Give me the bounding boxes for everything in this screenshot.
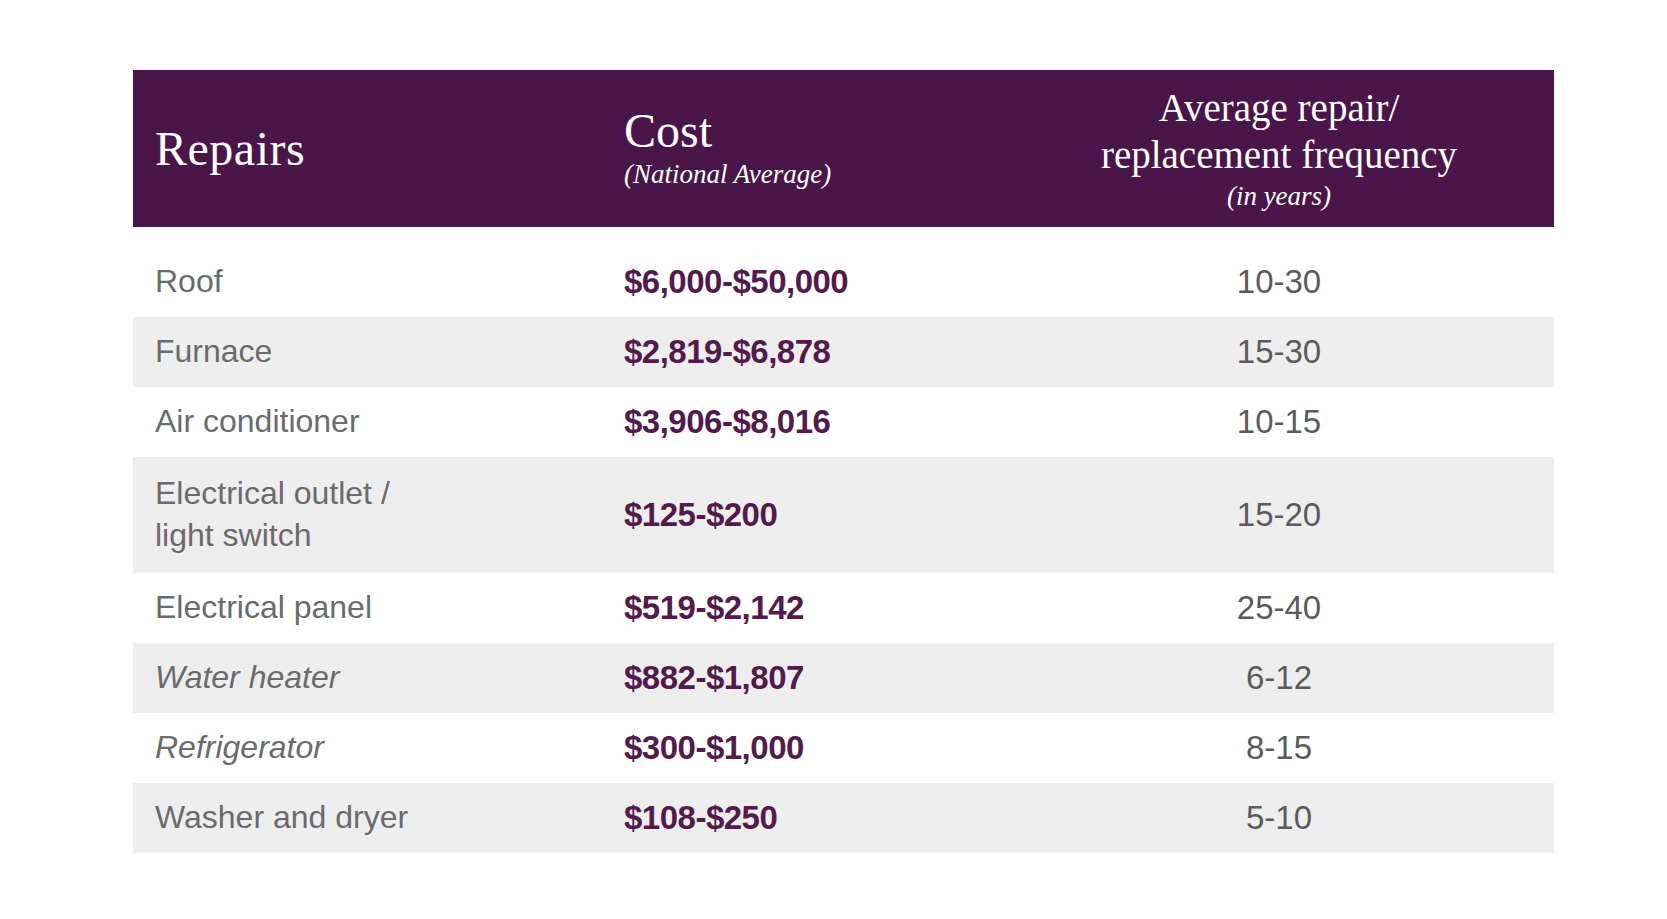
repair-frequency: 8-15 (1004, 729, 1554, 767)
header-frequency-subtitle: (in years) (1004, 181, 1554, 212)
header-cost-subtitle: (National Average) (624, 159, 1004, 190)
repair-cost: $125-$200 (624, 496, 1004, 534)
header-frequency-label-line1: Average repair/ (1004, 85, 1554, 131)
repair-cost: $6,000-$50,000 (624, 263, 1004, 301)
repair-name: Roof (133, 261, 624, 303)
header-cost: Cost (National Average) (624, 70, 1004, 227)
table-row: Air conditioner $3,906-$8,016 10-15 (133, 387, 1554, 457)
table-header-row: Repairs Cost (National Average) Average … (133, 70, 1554, 227)
table-row: Electrical panel $519-$2,142 25-40 (133, 573, 1554, 643)
repair-name: Water heater (133, 657, 624, 699)
table-body: Roof $6,000-$50,000 10-30 Furnace $2,819… (133, 227, 1554, 853)
repair-name: Electrical panel (133, 587, 624, 629)
table-row: Roof $6,000-$50,000 10-30 (133, 247, 1554, 317)
repair-cost: $2,819-$6,878 (624, 333, 1004, 371)
repair-frequency: 5-10 (1004, 799, 1554, 837)
repair-frequency: 15-30 (1004, 333, 1554, 371)
repair-frequency: 6-12 (1004, 659, 1554, 697)
header-cost-label: Cost (624, 107, 1004, 155)
repair-frequency: 25-40 (1004, 589, 1554, 627)
repair-cost: $882-$1,807 (624, 659, 1004, 697)
repair-name: Refrigerator (133, 727, 624, 769)
repair-name: Furnace (133, 331, 624, 373)
table-row: Washer and dryer $108-$250 5-10 (133, 783, 1554, 853)
table-row: Electrical outlet / light switch $125-$2… (133, 457, 1554, 573)
repair-frequency: 15-20 (1004, 496, 1554, 534)
repair-cost: $300-$1,000 (624, 729, 1004, 767)
repair-name: Washer and dryer (133, 797, 624, 839)
header-repairs-label: Repairs (155, 121, 624, 176)
repairs-cost-table: Repairs Cost (National Average) Average … (133, 70, 1554, 853)
table-row: Water heater $882-$1,807 6-12 (133, 643, 1554, 713)
repair-name: Air conditioner (133, 401, 624, 443)
repair-frequency: 10-30 (1004, 263, 1554, 301)
repair-cost: $108-$250 (624, 799, 1004, 837)
header-repairs: Repairs (133, 70, 624, 227)
repair-frequency: 10-15 (1004, 403, 1554, 441)
table-row: Furnace $2,819-$6,878 15-30 (133, 317, 1554, 387)
table-row: Refrigerator $300-$1,000 8-15 (133, 713, 1554, 783)
repair-name: Electrical outlet / light switch (133, 473, 624, 556)
header-frequency-label-line2: replacement frequency (1004, 132, 1554, 178)
header-frequency: Average repair/ replacement frequency (i… (1004, 70, 1554, 227)
repair-cost: $519-$2,142 (624, 589, 1004, 627)
repair-cost: $3,906-$8,016 (624, 403, 1004, 441)
